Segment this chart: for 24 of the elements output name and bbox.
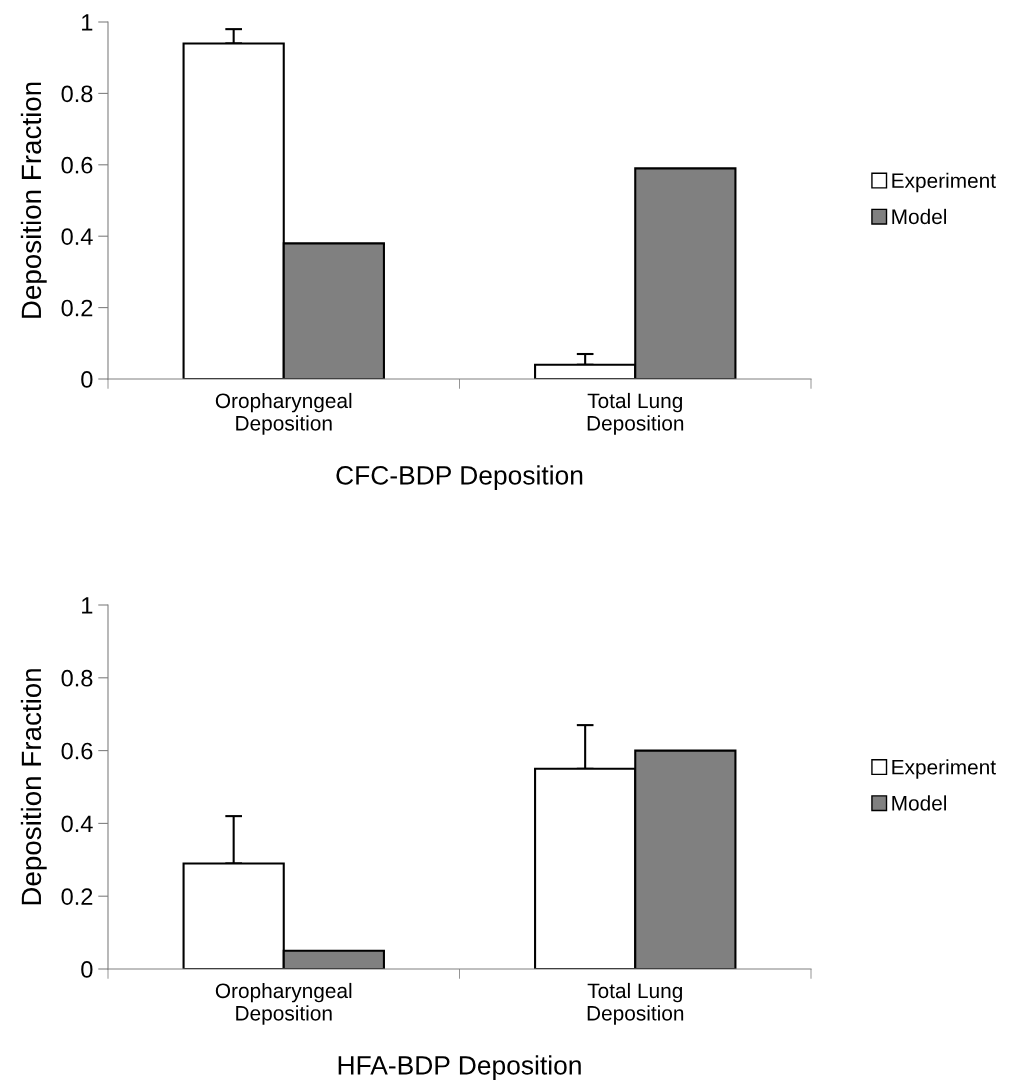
x-axis-title: CFC-BDP Deposition	[336, 465, 583, 490]
y-tick-label: 0.8	[61, 85, 93, 103]
y-tick-label: 0.2	[61, 299, 93, 317]
y-tick-label: 0.4	[61, 228, 93, 245]
x-tick-label: Total Lung Deposition	[587, 982, 684, 1025]
y-tick-label: 0.2	[61, 888, 93, 905]
y-tick-label: 1	[82, 14, 93, 31]
y-axis-title: Deposition Fraction	[20, 669, 47, 905]
y-tick-label: 0	[81, 961, 93, 978]
legend-label: Model	[892, 208, 947, 225]
y-tick-label: 1	[82, 597, 93, 614]
legend-label: Experiment	[892, 759, 996, 779]
legend-label: Model	[892, 795, 947, 811]
x-tick-label: Total Lung Deposition	[587, 392, 684, 435]
y-axis-title: Deposition Fraction	[20, 82, 47, 318]
y-tick-label: 0	[81, 371, 93, 388]
y-tick-label: 0.8	[61, 669, 93, 687]
x-axis-title: HFA-BDP Deposition	[338, 1055, 581, 1080]
y-tick-label: 0.6	[61, 156, 93, 174]
x-tick-label: Oropharyngeal Deposition	[215, 392, 352, 435]
y-tick-label: 0.6	[61, 742, 93, 760]
legend-label: Experiment	[892, 172, 996, 193]
y-tick-label: 0.4	[61, 815, 93, 833]
x-tick-label: Oropharyngeal Deposition	[215, 982, 352, 1025]
